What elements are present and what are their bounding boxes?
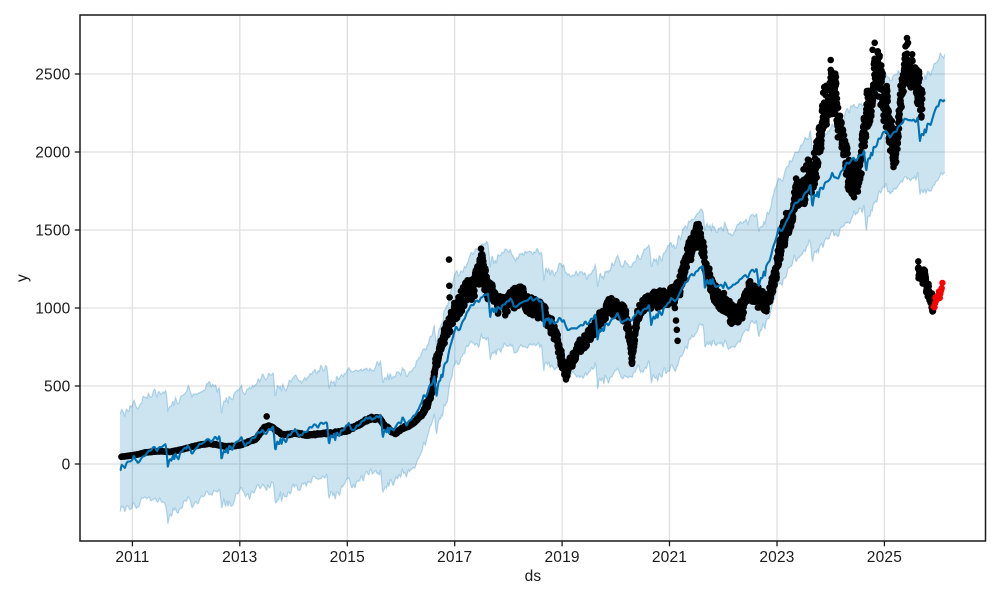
svg-text:2015: 2015 — [330, 549, 365, 566]
svg-text:2500: 2500 — [35, 67, 70, 84]
svg-text:2019: 2019 — [544, 549, 579, 566]
svg-text:2021: 2021 — [652, 549, 687, 566]
svg-text:2011: 2011 — [115, 549, 149, 566]
svg-text:2000: 2000 — [35, 145, 70, 162]
svg-text:1500: 1500 — [35, 223, 70, 240]
svg-text:2017: 2017 — [437, 549, 472, 566]
svg-text:1000: 1000 — [35, 301, 70, 318]
svg-text:y: y — [14, 274, 31, 282]
svg-text:ds: ds — [525, 568, 542, 585]
svg-text:2013: 2013 — [222, 549, 257, 566]
svg-text:2025: 2025 — [867, 549, 902, 566]
svg-text:2023: 2023 — [759, 549, 794, 566]
svg-text:500: 500 — [44, 379, 71, 396]
svg-text:0: 0 — [62, 457, 71, 474]
